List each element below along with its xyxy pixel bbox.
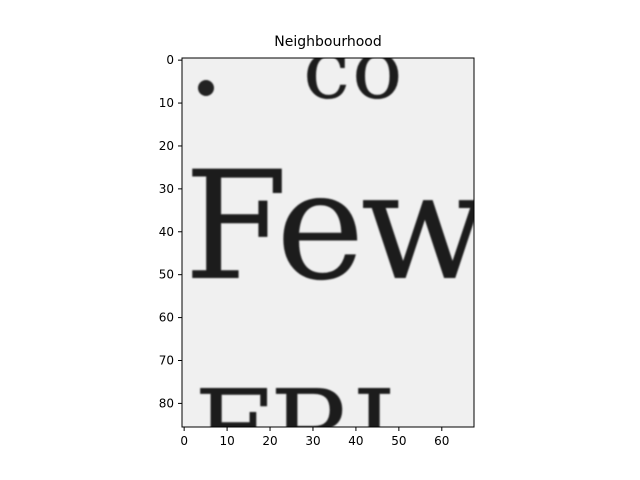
y-tick-label: 10 xyxy=(159,96,174,110)
y-tick-label: 30 xyxy=(159,182,174,196)
x-tick-label: 0 xyxy=(180,434,188,448)
image-background xyxy=(182,58,474,427)
y-tick-label: 20 xyxy=(159,139,174,153)
x-tick-label: 20 xyxy=(262,434,277,448)
y-tick-label: 0 xyxy=(166,53,174,67)
scanned-text: co Few FRI xyxy=(184,20,488,480)
chart-title: Neighbourhood xyxy=(274,34,382,50)
axes-frame xyxy=(181,57,475,428)
x-tick-label: 30 xyxy=(305,434,320,448)
x-tick-label: 10 xyxy=(219,434,234,448)
y-tick-label: 50 xyxy=(159,268,174,282)
word-fri: FRI xyxy=(194,367,394,480)
y-tick-label: 80 xyxy=(159,396,174,410)
y-axis: 0 10 20 30 40 50 60 70 80 xyxy=(159,53,182,410)
y-tick-label: 70 xyxy=(159,353,174,367)
y-tick-label: 40 xyxy=(159,225,174,239)
word-co: co xyxy=(303,20,405,118)
y-tick-label: 60 xyxy=(159,311,174,325)
x-tick-label: 60 xyxy=(434,434,449,448)
x-axis: 0 10 20 30 40 50 60 xyxy=(180,427,449,448)
x-tick-label: 50 xyxy=(391,434,406,448)
image-area: co Few FRI xyxy=(182,20,488,480)
word-few: Few xyxy=(184,140,488,314)
x-tick-label: 40 xyxy=(348,434,363,448)
ink-dot xyxy=(198,80,214,96)
